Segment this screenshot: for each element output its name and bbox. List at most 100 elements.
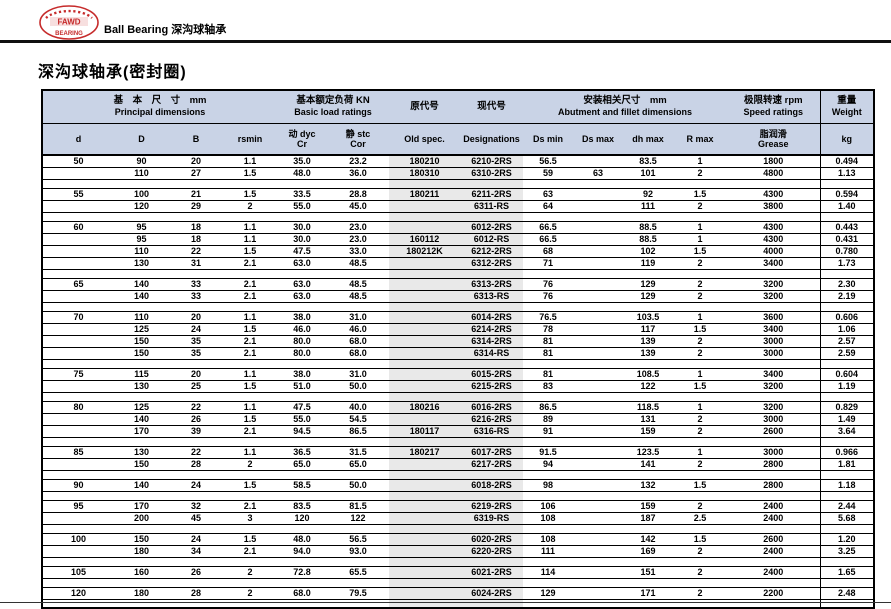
cell: 108 — [523, 532, 574, 546]
gap-cell — [623, 301, 674, 312]
cell: 2 — [673, 499, 728, 513]
cell: 1.5 — [223, 244, 278, 258]
table-row: 85 130 22 1.1 36.5 31.5 180217 6017-2RS 91.5 123.… — [42, 445, 875, 459]
cell: 2.57 — [819, 334, 875, 348]
gap-cell — [327, 268, 390, 279]
cell — [42, 256, 114, 270]
cell: 6314-2RS — [460, 334, 524, 348]
gap-cell — [819, 469, 875, 480]
gap-cell — [114, 523, 169, 534]
table-row: 120 29 2 55.0 45.0 6311-RS 64 111 2 3800 1.40 — [42, 199, 875, 213]
cell — [573, 511, 624, 525]
gap-cell — [389, 469, 461, 480]
table-row: 55 100 21 1.5 33.5 28.8 180211 6211-2RS 63 92 1.5 4… — [42, 187, 875, 201]
cell: 2 — [673, 424, 728, 438]
cell: 103.5 — [623, 310, 674, 324]
cell: 6012-2RS — [460, 220, 524, 234]
cell: 66.5 — [523, 220, 574, 234]
gap-cell — [42, 469, 114, 480]
gap-cell — [389, 178, 461, 189]
cell: 48.0 — [277, 166, 328, 180]
gap-cell — [727, 436, 821, 447]
cell: 25 — [169, 379, 223, 393]
cell: 21 — [169, 187, 223, 201]
cell — [573, 154, 624, 168]
cell: 33.5 — [277, 187, 328, 201]
cell: 29 — [169, 199, 223, 213]
cell: 2 — [673, 412, 728, 426]
page-title: 深沟球轴承(密封圈) — [38, 64, 187, 81]
gap-cell — [114, 490, 169, 501]
header-abutment-en: Abutment and fillet dimensions — [558, 107, 693, 118]
gap-cell — [819, 523, 875, 534]
gap-cell — [389, 577, 461, 588]
cell: 56.5 — [327, 532, 390, 546]
cell: 5.68 — [819, 511, 875, 525]
cell: 81 — [523, 346, 574, 360]
gap-cell — [223, 598, 278, 609]
cell: 6210-2RS — [460, 154, 524, 168]
cell: 1.5 — [673, 532, 728, 546]
cell: 1.06 — [819, 322, 875, 336]
gap-cell — [819, 301, 875, 312]
gap-cell — [623, 268, 674, 279]
cell: 6212-2RS — [460, 244, 524, 258]
cell: 3400 — [727, 322, 821, 336]
cell: 1.13 — [819, 166, 875, 180]
brand-text: Ball Bearing 深沟球轴承 — [104, 24, 227, 36]
cell: 2 — [673, 544, 728, 558]
gap-cell — [819, 268, 875, 279]
cell: 140 — [114, 277, 169, 291]
cell: 2600 — [727, 424, 821, 438]
gap-cell — [819, 436, 875, 447]
gap-cell — [114, 556, 169, 567]
table-body: 50 90 20 1.1 35.0 23.2 180210 6210-2RS 56.5 83.5 1… — [42, 154, 875, 609]
gap-cell — [673, 469, 728, 480]
cell: 180216 — [389, 400, 461, 414]
gap-cell — [573, 490, 624, 501]
cell: 65 — [42, 277, 114, 291]
cell — [573, 244, 624, 258]
cell: 48.5 — [327, 256, 390, 270]
cell: 6219-2RS — [460, 499, 524, 513]
gap-cell — [523, 523, 574, 534]
gap-cell — [277, 556, 328, 567]
cell — [573, 532, 624, 546]
col-r-max: R max — [673, 123, 728, 156]
group-gap-row — [42, 436, 875, 447]
cell — [42, 289, 114, 303]
cell: 36.5 — [277, 445, 328, 459]
cell: 48.5 — [327, 289, 390, 303]
cell — [573, 445, 624, 459]
cell: 28 — [169, 457, 223, 471]
cell — [573, 586, 624, 600]
gap-cell — [523, 469, 574, 480]
cell: 94.0 — [277, 544, 328, 558]
gap-cell — [523, 490, 574, 501]
cell: 119 — [623, 256, 674, 270]
cell: 1.73 — [819, 256, 875, 270]
cell — [573, 232, 624, 246]
cell — [389, 457, 461, 471]
cell — [389, 367, 461, 381]
cell: 6211-2RS — [460, 187, 524, 201]
cell: 2.59 — [819, 346, 875, 360]
gap-cell — [327, 469, 390, 480]
cell: 83.5 — [277, 499, 328, 513]
cell: 88.5 — [623, 232, 674, 246]
cell — [389, 289, 461, 303]
cell: 20 — [169, 367, 223, 381]
table-row: 80 125 22 1.1 47.5 40.0 180216 6016-2RS 86.5 118.… — [42, 400, 875, 414]
gap-cell — [389, 358, 461, 369]
cell: 60 — [42, 220, 114, 234]
cell: 2 — [223, 586, 278, 600]
gap-cell — [223, 490, 278, 501]
cell: 120 — [277, 511, 328, 525]
gap-cell — [623, 469, 674, 480]
gap-cell — [169, 556, 223, 567]
col-designations: Designations — [460, 123, 524, 156]
cell: 91 — [523, 424, 574, 438]
table-row: 130 31 2.1 63.0 48.5 6312-2RS 71 119 2 3400 1.73 — [42, 256, 875, 270]
gap-cell — [623, 358, 674, 369]
gap-cell — [277, 391, 328, 402]
